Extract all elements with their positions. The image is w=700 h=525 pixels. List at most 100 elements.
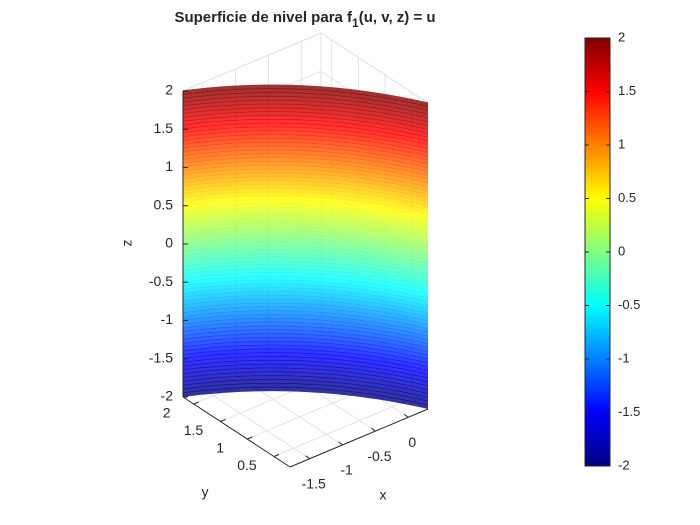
surface-band <box>183 153 428 176</box>
surface-band <box>183 141 428 165</box>
surface-band <box>183 88 428 111</box>
surface-band <box>183 233 428 256</box>
surface-band <box>183 138 428 161</box>
surface-band <box>183 118 428 142</box>
title-main: Superficie de nivel para f <box>174 9 353 26</box>
surface-band <box>183 271 428 295</box>
surface-band <box>183 226 428 249</box>
y-tick-label: 2 <box>163 405 171 421</box>
colorbar-tick-label: 2 <box>618 29 625 44</box>
surface-band <box>183 203 428 226</box>
y-tick <box>273 454 280 457</box>
axes: -2 -1.5 -1 -0.5 0 0.5 1 1.5 2 0.5 1 1.5 2 -1.5 -1 -0.5 0 <box>149 82 429 491</box>
surface-band <box>183 99 428 123</box>
surface-band <box>183 176 428 199</box>
surface-band <box>183 168 428 191</box>
surface-band <box>183 386 428 409</box>
surface-band <box>183 283 428 306</box>
y-axis-label: y <box>202 484 209 500</box>
surface-band <box>183 111 428 134</box>
surface-band <box>183 115 428 138</box>
surface-band <box>183 134 428 157</box>
surface-band <box>183 245 428 268</box>
x-tick-label: -0.5 <box>367 448 391 464</box>
surface-band <box>183 241 428 264</box>
surface-band <box>183 184 428 207</box>
x-tick-label: -1.5 <box>302 475 326 491</box>
surface-band <box>183 379 428 402</box>
z-tick-label: 1.5 <box>154 120 174 136</box>
y-tick-label: 1 <box>216 440 224 456</box>
surface-band <box>183 130 428 153</box>
surface-band <box>183 382 428 406</box>
surface-band <box>183 302 428 325</box>
chart-title: Superficie de nivel para f1(u, v, z) = u <box>174 9 435 30</box>
z-axis-label: z <box>119 240 135 247</box>
colorbar-tick-label: -0.5 <box>618 297 640 312</box>
surface-band <box>183 325 428 348</box>
y-tick <box>247 436 253 440</box>
surface <box>183 84 428 409</box>
surface-band <box>183 279 428 302</box>
surface-band <box>183 206 428 230</box>
z-tick-label: 1 <box>165 158 173 174</box>
surface-band <box>183 195 428 218</box>
surface-band <box>183 210 428 234</box>
surface-band <box>183 363 428 387</box>
x-tick <box>371 427 376 432</box>
surface-band <box>183 187 428 211</box>
grid-line <box>202 388 310 460</box>
surface-band <box>183 287 428 310</box>
surface-band <box>183 149 428 172</box>
surface-band <box>183 256 428 279</box>
surface-band <box>183 249 428 272</box>
colorbar-gradient <box>584 37 611 467</box>
surface-band <box>183 222 428 245</box>
surface-band <box>183 371 428 394</box>
surface-band <box>183 275 428 299</box>
grid-line <box>182 32 322 92</box>
surface-band <box>183 260 428 283</box>
surface-band <box>183 314 428 337</box>
colorbar-tick-label: -2 <box>618 457 630 472</box>
z-tick-label: 0.5 <box>154 196 174 212</box>
colorbar-tick-label: 0 <box>618 243 625 258</box>
surface-band <box>183 356 428 379</box>
surface-band <box>183 317 428 341</box>
z-tick-label: -0.5 <box>149 273 173 289</box>
z-tick-label: -1.5 <box>149 349 173 365</box>
surface-band <box>183 352 428 375</box>
surface-band <box>183 145 428 169</box>
title-subscript: 1 <box>352 16 359 30</box>
surface-band <box>183 294 428 318</box>
surface-band <box>183 359 428 383</box>
axis-line <box>289 408 429 468</box>
surface-band <box>183 84 428 107</box>
surface-band <box>183 348 428 371</box>
x-axis-label: x <box>380 487 387 503</box>
surface-band <box>183 229 428 253</box>
surface-band <box>183 329 428 352</box>
surface-band <box>183 340 428 364</box>
y-tick-label: 0.5 <box>237 457 257 473</box>
surface-band <box>183 337 428 360</box>
surface-band <box>183 291 428 314</box>
title-rest: (u, v, z) = u <box>359 9 436 26</box>
surface-band <box>183 237 428 260</box>
surface-band <box>183 161 428 184</box>
x-tick-label: -1 <box>340 462 353 478</box>
y-tick <box>220 419 226 422</box>
colorbar-tick-label: 1.5 <box>618 83 636 98</box>
colorbar-tick-label: -1.5 <box>618 404 640 419</box>
colorbar: -2 -1.5 -1 -0.5 0 0.5 1 1.5 2 <box>584 29 640 472</box>
surface-band <box>183 306 428 329</box>
colorbar-tick-label: 0.5 <box>618 190 636 205</box>
x-tick <box>305 455 311 460</box>
z-tick-label: -1 <box>161 311 174 327</box>
z-tick-label: 0 <box>165 235 173 251</box>
surface-band <box>183 268 428 291</box>
axis-line <box>182 396 291 468</box>
surface-band <box>183 252 428 276</box>
surface-band <box>183 157 428 180</box>
